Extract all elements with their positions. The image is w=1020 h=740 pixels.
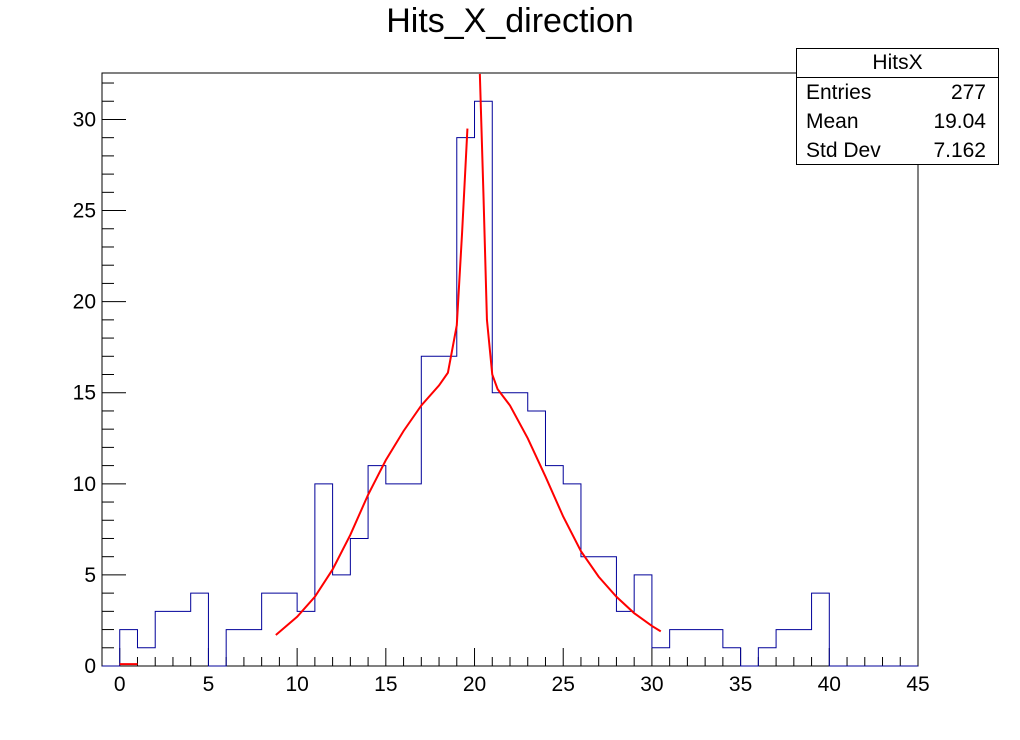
x-tick-label: 40 xyxy=(818,673,841,696)
x-tick-label: 35 xyxy=(729,673,752,696)
stats-value: 277 xyxy=(950,81,986,104)
x-tick-label: 45 xyxy=(906,673,929,696)
stats-box-title: HitsX xyxy=(797,49,998,78)
stats-box: HitsX Entries 277 Mean 19.04 Std Dev 7.1… xyxy=(796,48,999,165)
y-tick-label: 5 xyxy=(84,564,96,587)
y-axis: 0 5 10 15 20 25 30 xyxy=(73,82,126,678)
y-tick-label: 10 xyxy=(73,473,96,496)
stats-label: Std Dev xyxy=(806,139,881,162)
x-tick-label: 15 xyxy=(374,673,397,696)
chart-title: Hits_X_direction xyxy=(386,2,634,40)
y-tick-label: 0 xyxy=(84,655,96,678)
fit-curve xyxy=(119,73,662,666)
y-tick-label: 25 xyxy=(73,200,96,223)
histogram-series xyxy=(102,100,918,667)
x-tick-label: 25 xyxy=(552,673,575,696)
stats-label: Entries xyxy=(806,81,872,104)
stats-row-stddev: Std Dev 7.162 xyxy=(797,136,998,165)
x-tick-label: 10 xyxy=(285,673,308,696)
stats-label: Mean xyxy=(806,110,859,133)
stats-value: 7.162 xyxy=(933,139,986,162)
fit-segment-left xyxy=(275,128,469,636)
y-tick-label: 20 xyxy=(73,291,96,314)
x-tick-label: 20 xyxy=(463,673,486,696)
fit-segment-right xyxy=(478,73,662,633)
x-axis: 0 5 10 15 20 25 30 35 40 45 xyxy=(101,648,930,696)
stats-row-mean: Mean 19.04 xyxy=(797,107,998,136)
y-tick-label: 30 xyxy=(73,108,96,131)
x-tick-label: 0 xyxy=(114,673,126,696)
x-tick-label: 30 xyxy=(640,673,663,696)
x-tick-label: 5 xyxy=(203,673,215,696)
y-tick-label: 15 xyxy=(73,382,96,405)
stats-row-entries: Entries 277 xyxy=(797,78,998,107)
stats-value: 19.04 xyxy=(933,110,986,133)
